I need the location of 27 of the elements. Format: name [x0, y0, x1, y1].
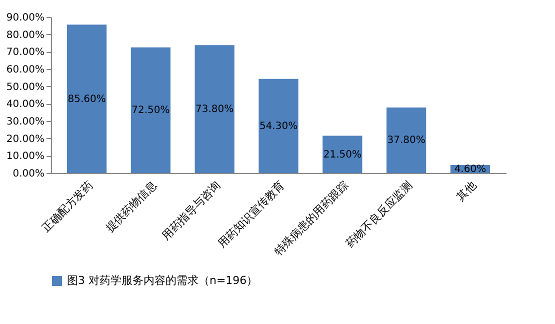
legend-label: 图3 对药学服务内容的需求（n=196） [67, 274, 258, 287]
bar [130, 47, 170, 173]
data-label: 37.80% [387, 135, 426, 146]
data-label: 85.60% [68, 94, 106, 105]
y-tick-label: 50.00% [6, 82, 44, 93]
x-tick-label: 其他 [454, 178, 479, 204]
bar [66, 24, 107, 173]
y-tick-label: 20.00% [6, 134, 44, 145]
x-tick-label: 正确配方发药 [39, 178, 96, 235]
bar [194, 45, 234, 173]
y-tick-label: 90.00% [6, 12, 44, 24]
data-label: 73.80% [196, 104, 234, 116]
y-tick-label: 30.00% [6, 116, 44, 128]
data-label: 4.60% [454, 164, 486, 176]
y-tick-label: 70.00% [6, 47, 44, 58]
y-tick-label: 60.00% [6, 64, 44, 76]
data-label: 21.50% [323, 149, 362, 160]
y-tick-label: 40.00% [6, 99, 44, 110]
x-tick-label: 提供药物信息 [103, 178, 160, 235]
y-tick-label: 10.00% [6, 151, 44, 162]
bar [386, 107, 426, 173]
bar [322, 136, 362, 173]
bar [258, 78, 298, 173]
y-tick-label: 0.00% [12, 168, 44, 180]
y-tick-label: 80.00% [6, 30, 44, 41]
data-label: 54.30% [259, 120, 298, 132]
data-label: 72.50% [132, 105, 170, 116]
